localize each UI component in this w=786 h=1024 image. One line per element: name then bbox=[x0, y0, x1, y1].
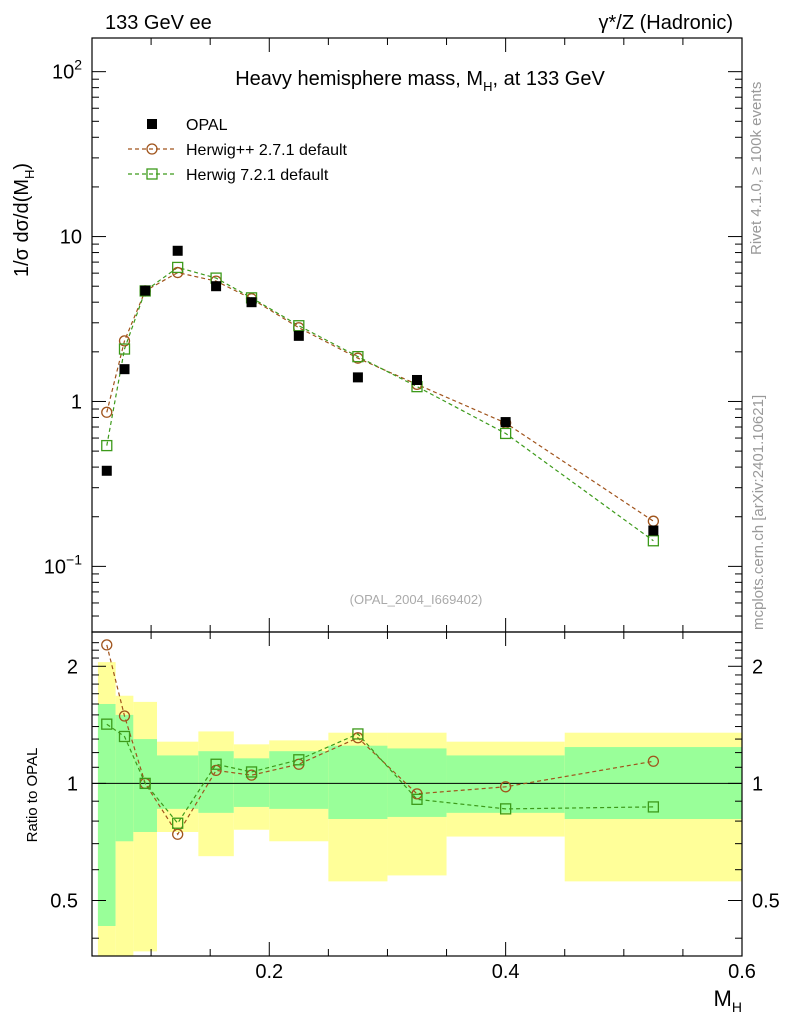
legend-label-0: OPAL bbox=[186, 117, 228, 134]
ratio-point-s1-8 bbox=[411, 793, 423, 805]
ratio-band-inner-5 bbox=[233, 758, 270, 807]
ratio-band-inner-7 bbox=[328, 745, 388, 819]
ratio-panel: 0.5 0.5 1 1 2 2 0.2 0.4 0.6 Ratio to OPAL MH bbox=[24, 631, 780, 1015]
header-left-label: 133 GeV ee bbox=[105, 12, 212, 34]
ratio-point-s1-2 bbox=[139, 777, 151, 790]
ratio-point-s1-4 bbox=[210, 758, 222, 770]
ratio-point-s1-6 bbox=[293, 754, 305, 766]
main-point-s0-6 bbox=[293, 330, 304, 341]
main-axes: 10−1 1 10 102 bbox=[44, 38, 742, 633]
main-point-s2-6 bbox=[293, 320, 305, 332]
ratio-y-tick-label-left: 1 bbox=[67, 773, 78, 795]
main-point-s0-4 bbox=[211, 281, 222, 292]
header-right-label: γ*/Z (Hadronic) bbox=[599, 12, 733, 34]
ratio-uncertainty-bands bbox=[97, 662, 742, 956]
main-point-s2-7 bbox=[352, 350, 364, 363]
ratio-point-s0-1 bbox=[118, 710, 131, 722]
ratio-point-s0-9 bbox=[499, 781, 512, 793]
legend: OPAL Herwig++ 2.7.1 default Herwig 7.2.1 d… bbox=[128, 117, 348, 184]
ratio-point-s0-3 bbox=[172, 828, 184, 840]
x-tick-label: 0.4 bbox=[492, 961, 520, 983]
ratio-band-inner-2 bbox=[133, 739, 157, 832]
main-series-group bbox=[101, 245, 660, 547]
main-point-s0-0 bbox=[101, 465, 112, 476]
legend-marker-0 bbox=[147, 119, 157, 129]
x-axis-label: MH bbox=[714, 986, 742, 1015]
main-point-s0-8 bbox=[412, 374, 422, 385]
main-point-s1-1 bbox=[118, 335, 131, 347]
ratio-y-tick-label-left: 2 bbox=[67, 656, 78, 678]
x-tick-label: 0.2 bbox=[255, 961, 283, 983]
ratio-point-s0-10 bbox=[647, 755, 660, 767]
main-series-line-1 bbox=[106, 271, 654, 522]
ratio-point-s1-5 bbox=[245, 766, 258, 778]
main-y-tick-label: 102 bbox=[52, 57, 82, 84]
main-point-s1-10 bbox=[647, 515, 660, 527]
ratio-point-s1-7 bbox=[352, 728, 364, 740]
ratio-point-s1-10 bbox=[647, 801, 660, 813]
main-point-s0-1 bbox=[119, 364, 130, 375]
ratio-point-s0-4 bbox=[210, 764, 222, 777]
main-point-s2-0 bbox=[101, 439, 113, 452]
chart-title: Heavy hemisphere mass, MH, at 133 GeV bbox=[235, 68, 605, 94]
main-y-axis-label: 1/σ dσ/d(MH) bbox=[11, 163, 37, 277]
main-point-s2-1 bbox=[118, 343, 131, 355]
legend-label-1: Herwig++ 2.7.1 default bbox=[186, 142, 348, 159]
main-point-s2-10 bbox=[647, 535, 660, 547]
ratio-series-line-1 bbox=[106, 723, 654, 825]
ratio-point-s1-9 bbox=[499, 803, 512, 815]
legend-marker-1 bbox=[146, 143, 158, 155]
main-point-s2-9 bbox=[499, 427, 512, 440]
ratio-band-inner-6 bbox=[269, 751, 329, 809]
x-tick-label: 0.6 bbox=[728, 961, 756, 983]
ratio-point-s0-0 bbox=[101, 639, 113, 651]
main-series-line-2 bbox=[106, 266, 654, 542]
legend-marker-2 bbox=[146, 168, 158, 180]
main-panel: 10−1 1 10 102 Heavy hemisphere mass, MH, at… bbox=[11, 37, 743, 633]
main-frame bbox=[91, 37, 743, 633]
ratio-point-s1-1 bbox=[118, 730, 131, 743]
ratio-point-s1-3 bbox=[172, 817, 184, 829]
analysis-watermark: (OPAL_2004_I669402) bbox=[350, 592, 483, 607]
main-y-tick-label: 10−1 bbox=[44, 551, 82, 578]
ratio-y-tick-label-left: 0.5 bbox=[50, 890, 78, 912]
ratio-band-inner-0 bbox=[97, 703, 116, 926]
ratio-band-inner-3 bbox=[157, 755, 199, 809]
main-point-s2-3 bbox=[172, 261, 184, 274]
ratio-band-inner-1 bbox=[115, 714, 134, 842]
main-point-s0-9 bbox=[500, 417, 511, 428]
main-point-s0-3 bbox=[172, 245, 183, 256]
ratio-y-tick-label-right: 0.5 bbox=[752, 890, 780, 912]
main-y-tick-label: 10 bbox=[60, 227, 82, 249]
ratio-point-s1-0 bbox=[101, 718, 113, 730]
ratio-series-group bbox=[101, 639, 660, 840]
ratio-y-tick-label-right: 2 bbox=[752, 656, 763, 678]
ratio-y-axis-label: Ratio to OPAL bbox=[24, 748, 41, 843]
main-point-s0-2 bbox=[140, 285, 151, 296]
rivet-version-label: Rivet 4.1.0, ≥ 100k events bbox=[748, 82, 765, 255]
main-point-s0-5 bbox=[246, 297, 257, 308]
ratio-axes: 0.5 0.5 1 1 2 2 0.2 0.4 0.6 bbox=[50, 632, 780, 983]
legend-label-2: Herwig 7.2.1 default bbox=[186, 167, 329, 184]
main-point-s0-7 bbox=[352, 372, 363, 383]
main-point-s0-10 bbox=[648, 525, 659, 536]
ratio-band-inner-4 bbox=[198, 751, 234, 813]
main-point-s1-0 bbox=[101, 406, 113, 418]
ratio-series-line-0 bbox=[106, 644, 654, 836]
ratio-y-tick-label-right: 1 bbox=[752, 773, 763, 795]
ratio-band-inner-8 bbox=[387, 748, 447, 817]
mcplots-label: mcplots.cern.ch [arXiv:2401.10621] bbox=[750, 395, 767, 630]
main-y-tick-label: 1 bbox=[71, 391, 82, 413]
